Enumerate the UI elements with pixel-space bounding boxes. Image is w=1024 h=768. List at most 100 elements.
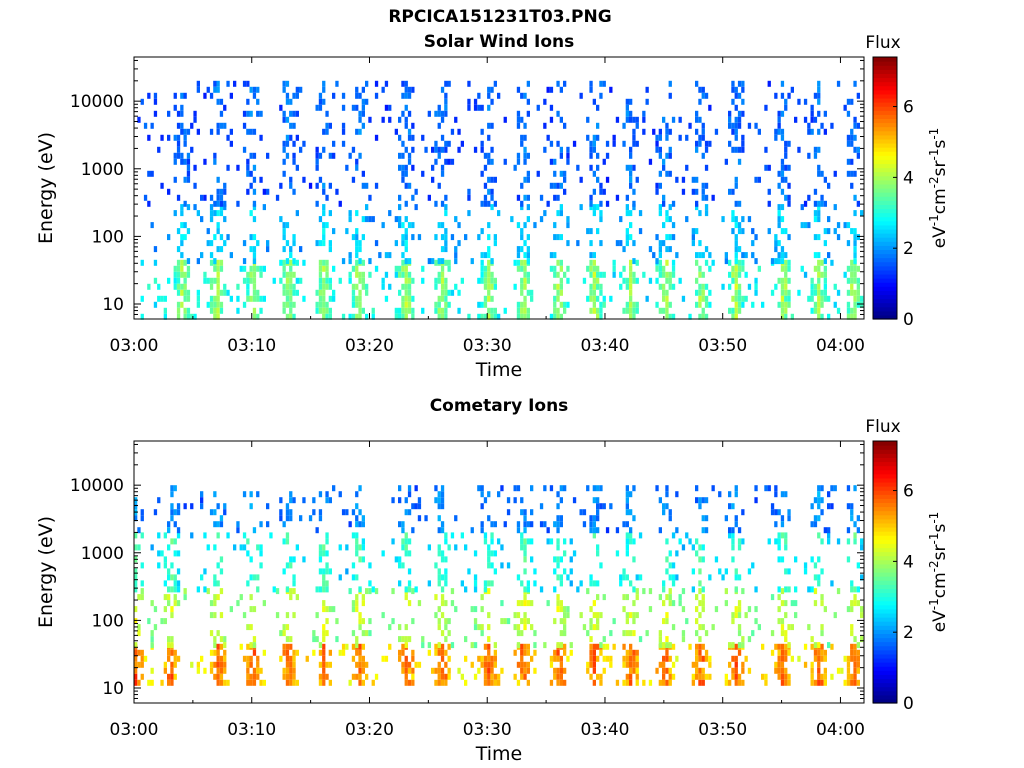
spectrogram-cell [180,252,184,259]
spectrogram-cell [252,642,257,649]
spectrogram-cell [200,252,204,259]
spectrogram-cell [526,538,530,545]
spectrogram-cell [322,80,326,87]
spectrogram-cell [734,200,738,207]
spectrogram-cell [358,92,362,99]
spectrogram-cell [404,200,408,207]
spectrogram-cell [440,491,445,498]
spectrogram-cell [794,600,798,607]
spectrogram-cell [665,618,669,625]
spectrogram-cell [635,307,639,314]
spectrogram-cell [576,586,580,593]
x-tick-label: 03:30 [463,720,512,740]
spectrogram-cell [401,643,405,650]
spectrogram-cell [589,271,593,278]
spectrogram-cell [490,679,494,686]
spectrogram-cell [259,307,263,314]
spectrogram-cell [638,532,643,539]
spectrogram-cell [698,86,702,93]
spectrogram-cell [289,134,293,141]
spectrogram-cell [622,606,626,613]
spectrogram-cell [629,283,633,290]
spectrogram-cell [780,532,785,539]
plot-frame [133,56,865,320]
spectrogram-cell [658,283,662,290]
spectrogram-cell [322,188,326,195]
spectrogram-cell [361,618,365,625]
spectrogram-cell [407,158,412,165]
spectrogram-cell [658,630,662,637]
spectrogram-cell [662,667,666,674]
spectrogram-cell [493,679,497,686]
spectrogram-cell [777,216,781,223]
spectrogram-cell [665,568,669,575]
spectrogram-cell [381,550,385,557]
spectrogram-cell [711,194,715,201]
spectrogram-cell [444,158,448,165]
spectrogram-cell [629,234,633,241]
colorbar-segment [873,159,897,165]
spectrogram-cell [662,116,666,123]
spectrogram-cell [833,170,837,177]
spectrogram-cell [371,307,375,314]
spectrogram-cell [662,289,666,296]
spectrogram-cell [137,624,141,631]
spectrogram-cell [256,265,260,272]
spectrogram-cells [134,485,864,686]
spectrogram-cell [431,146,435,153]
spectrogram-cell [850,265,854,272]
spectrogram-cell [810,673,814,680]
spectrogram-cell [318,673,323,680]
spectrogram-cell [546,86,550,93]
spectrogram-cell [737,630,742,637]
spectrogram-cell [134,515,138,522]
spectrogram-cell [209,509,214,516]
spectrogram-cell [520,538,524,545]
spectrogram-cell [252,307,257,314]
spectrogram-cell [467,313,471,320]
spectrogram-cell [358,618,362,625]
spectrogram-cell [777,301,781,308]
spectrogram-cell [223,503,227,510]
x-axis-label: Time [475,743,523,765]
spectrogram-cell [483,679,488,686]
spectrogram-cell [592,679,596,686]
spectrogram-cell [170,503,174,510]
spectrogram-cell [434,485,438,492]
spectrogram-cell [440,116,445,123]
spectrogram-cell [794,612,798,619]
spectrogram-cell [856,283,860,290]
spectrogram-cell [803,222,808,229]
spectrogram-cell [523,158,527,165]
spectrogram-cell [358,643,362,650]
spectrogram-cell [553,252,557,259]
spectrogram-cell [384,655,389,662]
spectrogram-cell [143,122,148,129]
spectrogram-cell [853,277,857,284]
spectrogram-cell [671,562,676,569]
spectrogram-cell [219,636,224,643]
spectrogram-cell [589,252,593,259]
spectrogram-cell [427,544,431,551]
spectrogram-cell [810,643,814,650]
spectrogram-cell [559,301,563,308]
spectrogram-cell [734,586,738,593]
spectrogram-cell [483,252,488,259]
spectrogram-cell [526,98,530,105]
spectrogram-cell [440,200,445,207]
colorbar-segment [873,625,897,630]
spectrogram-cell [632,313,636,320]
spectrogram-cell [407,110,412,117]
spectrogram-cell [506,562,511,569]
spectrogram-cell [520,667,524,674]
spectrogram-cell [332,265,336,272]
spectrogram-cell [599,649,603,656]
spectrogram-cell [407,152,412,159]
spectrogram-cell [355,164,359,171]
spectrogram-cell [754,234,758,241]
spectrogram-cell [840,667,844,674]
spectrogram-cell [473,606,478,613]
spectrogram-cell [153,277,158,284]
spectrogram-cell [629,146,633,153]
spectrogram-cell [444,210,448,217]
